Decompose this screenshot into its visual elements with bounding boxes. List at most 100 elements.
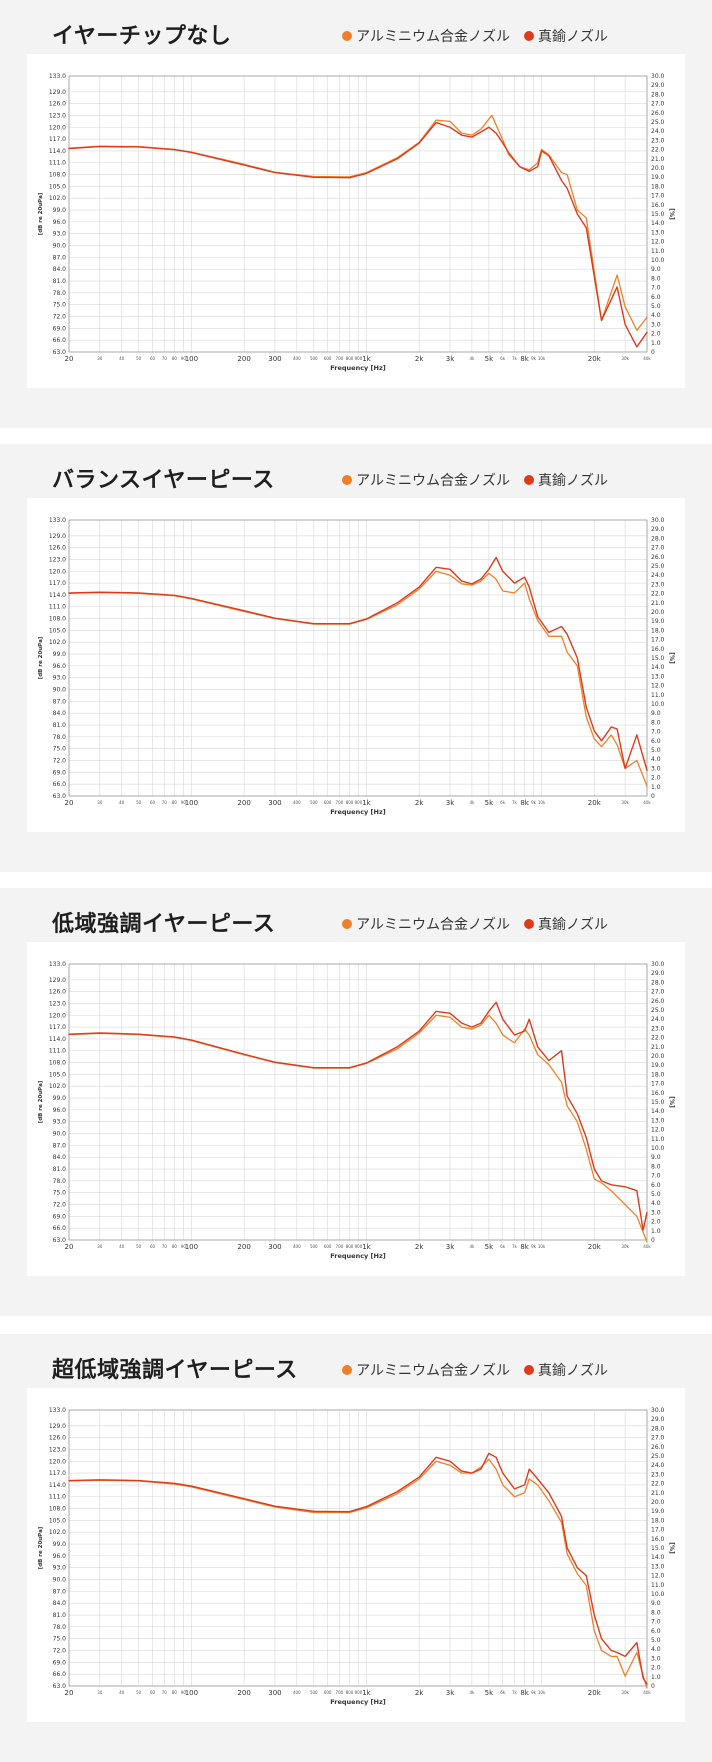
y2-tick-label: 19.0 [651, 174, 665, 181]
y2-tick-label: 2.0 [651, 775, 661, 782]
y2-tick-label: 3.0 [651, 765, 661, 772]
x-tick-label: 100 [185, 1689, 198, 1697]
legend-dot-aluminum [342, 919, 353, 929]
y-tick-label: 87.0 [53, 698, 67, 705]
series-line-brass [68, 1001, 648, 1231]
x-tick-label: 200 [237, 1243, 250, 1251]
y2-tick-label: 21.0 [651, 600, 665, 607]
y-tick-label: 126.0 [49, 989, 66, 996]
x-tick-label: 1k [362, 355, 371, 363]
x-tick-label: 300 [268, 1243, 281, 1251]
y2-tick-label: 24.0 [651, 1462, 665, 1469]
x-minor-tick-label: 600 [324, 356, 332, 361]
y-tick-label: 84.0 [53, 266, 67, 273]
legend-item-brass: 真鍮ノズル [524, 1360, 608, 1380]
y-tick-label: 81.0 [53, 1166, 67, 1173]
chart-card: 63.0 66.0 69.0 72.0 75.0 78.0 81.0 84.0 87.0 90.0… [27, 498, 685, 832]
x-minor-tick-label: 700 [336, 356, 344, 361]
y2-tick-label: 13.0 [651, 229, 665, 236]
y2-tick-label: 11.0 [651, 692, 665, 699]
y-tick-label: 87.0 [53, 1588, 67, 1595]
y-tick-label: 114.0 [49, 148, 66, 155]
y2-tick-label: 7.0 [651, 729, 661, 736]
y-tick-label: 69.0 [53, 769, 67, 776]
y-tick-label: 99.0 [53, 1095, 67, 1102]
frequency-response-chart: 63.0 66.0 69.0 72.0 75.0 78.0 81.0 84.0 87.0 90.0… [38, 961, 675, 1260]
y-tick-label: 105.0 [49, 1071, 66, 1078]
y2-tick-label: 18.0 [651, 627, 665, 634]
x-minor-tick-label: 80 [172, 1690, 178, 1695]
y-tick-label: 90.0 [53, 1131, 67, 1138]
x-tick-label: 20 [65, 1243, 74, 1251]
x-minor-tick-label: 6k [500, 800, 506, 805]
y2-tick-label: 24.0 [651, 128, 665, 135]
x-minor-tick-label: 40 [119, 800, 125, 805]
x-minor-tick-label: 40 [119, 1690, 125, 1695]
legend-item-aluminum: アルミニウム合金ノズル [342, 1360, 510, 1380]
y2-tick-label: 18.0 [651, 1071, 665, 1078]
x-minor-tick-label: 900 [355, 1690, 363, 1695]
y2-tick-label: 1.0 [651, 784, 661, 791]
x-minor-tick-label: 60 [150, 1244, 156, 1249]
x-minor-tick-label: 50 [136, 356, 142, 361]
y2-tick-label: 22.0 [651, 1481, 665, 1488]
series-line-aluminum [68, 570, 648, 787]
x-axis-title: Frequency [Hz] [330, 1252, 386, 1260]
series-line-aluminum [68, 1014, 648, 1243]
y2-tick-label: 17.0 [651, 1081, 665, 1088]
x-minor-tick-label: 80 [172, 356, 178, 361]
x-minor-tick-label: 90 [181, 1690, 187, 1695]
y2-tick-label: 3.0 [651, 321, 661, 328]
legend-item-brass: 真鍮ノズル [524, 26, 608, 46]
y2-tick-label: 24.0 [651, 572, 665, 579]
frequency-response-chart: 63.0 66.0 69.0 72.0 75.0 78.0 81.0 84.0 87.0 90.0… [38, 1407, 675, 1706]
y-tick-label: 93.0 [53, 1565, 67, 1572]
legend-dot-brass [524, 919, 534, 929]
y2-tick-label: 25.0 [651, 1453, 665, 1460]
legend: アルミニウム合金ノズル 真鍮ノズル [328, 26, 608, 46]
x-minor-tick-label: 30 [97, 356, 103, 361]
y2-tick-label: 9.0 [651, 1154, 661, 1161]
x-minor-tick-label: 40k [643, 1244, 651, 1249]
x-minor-tick-label: 30k [621, 1244, 629, 1249]
y2-tick-label: 17.0 [651, 193, 665, 200]
chart-card: 63.0 66.0 69.0 72.0 75.0 78.0 81.0 84.0 87.0 90.0… [27, 942, 685, 1276]
legend-item-brass: 真鍮ノズル [524, 914, 608, 934]
y2-tick-label: 11.0 [651, 1582, 665, 1589]
y2-tick-label: 28.0 [651, 535, 665, 542]
y-tick-label: 87.0 [53, 1142, 67, 1149]
legend-item-aluminum: アルミニウム合金ノズル [342, 26, 510, 46]
y-tick-label: 120.0 [49, 124, 66, 131]
y-tick-label: 99.0 [53, 651, 67, 658]
x-tick-label: 5k [485, 1243, 494, 1251]
y2-tick-label: 10.0 [651, 701, 665, 708]
x-minor-tick-label: 900 [355, 356, 363, 361]
y2-tick-label: 11.0 [651, 1136, 665, 1143]
y-axis-title: [dB re 20uPa] [38, 1080, 44, 1123]
y-tick-label: 133.0 [49, 73, 66, 80]
x-tick-label: 1k [362, 1689, 371, 1697]
y2-tick-label: 27.0 [651, 989, 665, 996]
y2-tick-label: 24.0 [651, 1016, 665, 1023]
y-tick-label: 69.0 [53, 1213, 67, 1220]
graph-panel-4: 超低域強調イヤーピース アルミニウム合金ノズル 真鍮ノズル 63.0 66.0 69… [0, 1334, 712, 1762]
x-tick-label: 300 [268, 799, 281, 807]
series-line-brass [68, 556, 648, 772]
y2-tick-label: 15.0 [651, 211, 665, 218]
legend-dot-brass [524, 1365, 534, 1375]
x-tick-label: 200 [237, 1689, 250, 1697]
y2-tick-label: 26.0 [651, 1444, 665, 1451]
x-minor-tick-label: 7k [512, 1690, 518, 1695]
legend-dot-brass [524, 31, 534, 41]
y2-tick-label: 22.0 [651, 591, 665, 598]
y-tick-label: 93.0 [53, 1119, 67, 1126]
y2-tick-label: 10.0 [651, 257, 665, 264]
x-minor-tick-label: 50 [136, 1690, 142, 1695]
y2-tick-label: 19.0 [651, 1062, 665, 1069]
x-tick-label: 300 [268, 355, 281, 363]
y2-tick-label: 25.0 [651, 1007, 665, 1014]
y-tick-label: 133.0 [49, 517, 66, 524]
x-tick-label: 2k [415, 355, 424, 363]
x-minor-tick-label: 50 [136, 800, 142, 805]
x-tick-label: 3k [446, 355, 455, 363]
